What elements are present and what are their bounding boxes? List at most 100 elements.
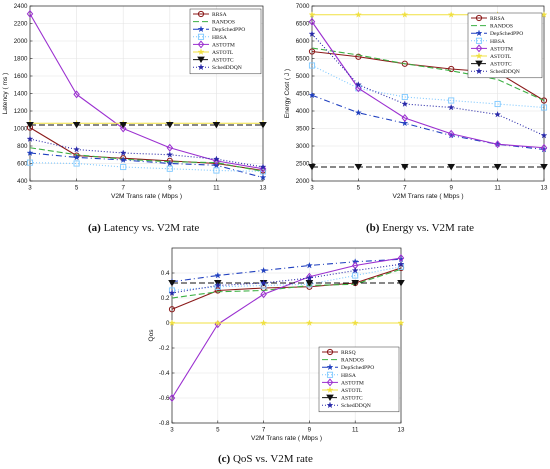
data-point-4-0 [308,17,316,26]
series-line-4 [29,13,264,170]
x-tick-label-0: 3 [28,185,32,192]
series-line-3 [171,266,402,292]
series-line-0 [171,267,402,310]
series-7 [26,135,267,170]
legend-label-7: SchedDDQN [212,65,242,71]
data-point-5-2 [401,11,409,18]
y-tick-label-10: 2400 [14,3,28,10]
data-point-4-5 [259,164,267,173]
y-tick-label-0: 2000 [296,178,310,185]
data-point-4-5 [540,143,548,152]
data-point-3-3 [166,165,173,172]
data-point-3-5 [259,168,267,175]
data-point-7-5 [540,131,548,139]
data-point-0-3 [448,65,455,73]
caption-b: (b) Energy vs. V2M rate [366,222,475,234]
chart-a: 3 5 7 9 11 13 400 600 800 1000 1200 1400 1600 1800 200… [2,3,267,200]
legend-marker-3 [197,33,205,40]
legend-marker-0 [326,348,334,356]
data-point-3-4 [213,167,220,174]
caption-a: (a) Latency vs. V2M rate [88,222,200,234]
legend-label-1: RANDOS [212,20,235,26]
data-point-7-5 [397,260,405,268]
y-axis-label: Qos [148,329,155,342]
series-1 [29,147,264,172]
data-point-2-2 [401,119,409,127]
data-point-7-4 [494,110,502,118]
y-tick-label-1: 2500 [296,161,310,168]
data-point-7-2 [401,100,409,107]
legend-marker-4 [197,40,205,49]
legend-label-0: RRSA [212,12,227,18]
data-point-7-0 [168,289,176,296]
series-7 [308,30,548,139]
y-tick-label-7: 5500 [296,56,310,63]
data-point-3-0 [308,62,316,69]
y-tick-label-10: 7000 [296,3,310,10]
x-tick-label-0: 3 [310,185,314,192]
series-line-2 [171,258,402,283]
data-point-2-1 [214,271,222,279]
series-3 [26,159,267,175]
y-tick-label-0: -0.8 [159,420,170,427]
legend-marker-2 [326,363,334,371]
data-point-0-1 [214,287,221,294]
legend-label-1: RANDOS [341,358,364,364]
legend-label-7: SchedDDQN [490,69,520,75]
legend-marker-4 [326,378,334,387]
data-point-0-0 [308,48,316,55]
legend-label-0: RRSA [490,16,505,22]
series-line-0 [29,127,264,172]
data-point-6-4 [493,163,502,171]
legend-marker-4 [475,44,483,53]
data-point-4-2 [119,124,127,133]
legend-label-4: ASTOTM [212,42,235,48]
legend-marker-2 [475,29,483,37]
x-axis-label: V2M Trans rate ( Mbps ) [392,193,463,200]
x-tick-label-2: 7 [121,185,125,192]
data-point-3-4 [494,100,501,108]
x-tick-label-3: 9 [449,185,453,192]
data-point-5-1 [354,11,362,18]
series-6 [308,163,548,171]
data-point-7-3 [166,151,174,158]
data-point-3-3 [448,97,455,104]
series-7 [168,260,405,296]
series-4 [26,9,267,173]
legend-label-2: DepSchedPPO [341,365,374,371]
series-1 [171,268,402,299]
data-point-6-0 [168,279,176,287]
legend-label-2: DepSchedPPO [212,27,245,33]
x-tick-label-2: 7 [403,185,407,192]
data-point-4-3 [447,129,455,138]
x-tick-label-0: 3 [170,427,174,434]
x-tick-label-1: 5 [216,427,220,434]
data-point-6-2 [119,122,128,129]
caption-c: (c) QoS vs. V2M rate [218,453,313,465]
data-point-6-0 [308,163,316,171]
series-2 [26,149,267,181]
data-point-0-5 [540,97,548,104]
legend-marker-0 [475,14,483,22]
data-point-3-0 [26,159,34,166]
series-line-4 [311,21,545,149]
y-tick-label-8: 6000 [296,38,310,45]
legend-label-5: ASTOTL [490,54,512,60]
legend-label-6: ASTOTC [490,62,512,68]
legend-box [318,346,400,413]
data-point-5-3 [447,11,455,18]
data-point-6-4 [351,279,360,287]
legend-label-7: SchedDDQN [341,403,371,409]
data-point-0-0 [168,306,176,313]
legend-label-6: ASTOTC [341,396,363,402]
y-tick-label-5: 0.2 [161,295,170,302]
legend-marker-7 [326,401,334,409]
data-point-7-2 [119,149,127,156]
data-point-7-4 [212,155,220,163]
data-point-7-2 [260,279,268,286]
data-point-2-1 [354,109,362,116]
legend-marker-3 [475,37,483,44]
y-tick-label-7: 1800 [14,56,28,63]
data-point-2-0 [308,91,316,99]
